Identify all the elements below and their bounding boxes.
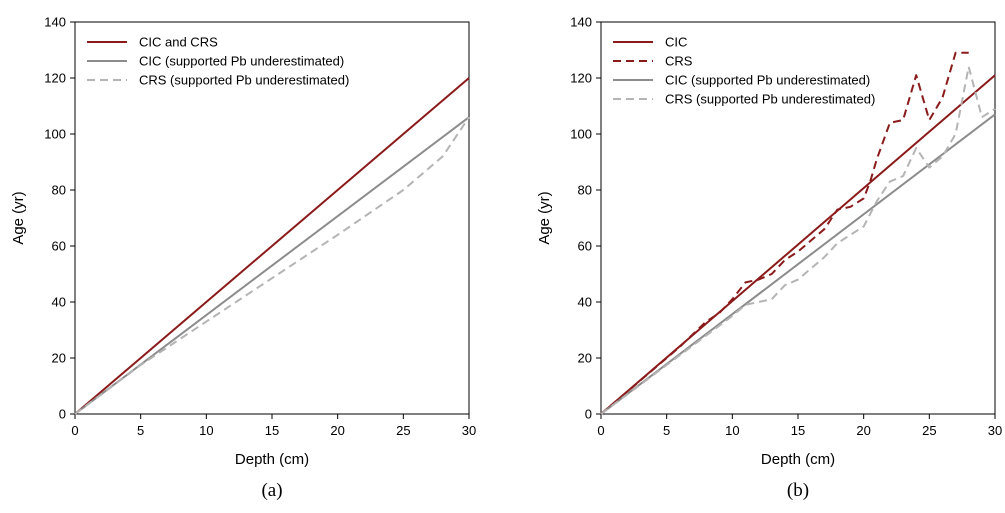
y-tick-label: 80 bbox=[52, 183, 66, 198]
series-line-0 bbox=[600, 74, 996, 415]
x-tick-label: 15 bbox=[791, 423, 805, 438]
y-tick-label: 80 bbox=[578, 183, 592, 198]
x-tick-label: 25 bbox=[922, 423, 936, 438]
y-tick-label: 100 bbox=[44, 127, 66, 142]
x-tick-label: 30 bbox=[988, 423, 1002, 438]
x-tick-label: 20 bbox=[330, 423, 344, 438]
panel-caption: (a) bbox=[261, 480, 282, 501]
series-line-1 bbox=[74, 116, 470, 415]
legend-label: CRS (supported Pb underestimated) bbox=[139, 73, 349, 88]
legend-label: CIC bbox=[665, 35, 687, 50]
x-tick-label: 0 bbox=[597, 423, 604, 438]
y-tick-label: 140 bbox=[570, 15, 592, 30]
panel-caption: (b) bbox=[787, 480, 809, 501]
y-tick-label: 20 bbox=[578, 351, 592, 366]
legend-label: CIC (supported Pb underestimated) bbox=[139, 54, 344, 69]
x-axis-title: Depth (cm) bbox=[761, 451, 835, 468]
x-tick-label: 10 bbox=[725, 423, 739, 438]
y-tick-label: 0 bbox=[59, 407, 66, 422]
x-tick-label: 10 bbox=[199, 423, 213, 438]
x-axis-title: Depth (cm) bbox=[235, 451, 309, 468]
series-line-0 bbox=[74, 77, 470, 415]
y-tick-label: 0 bbox=[585, 407, 592, 422]
series-line-2 bbox=[600, 113, 996, 415]
y-tick-label: 120 bbox=[44, 71, 66, 86]
x-tick-label: 5 bbox=[137, 423, 144, 438]
legend-label: CRS bbox=[665, 54, 693, 69]
y-tick-label: 140 bbox=[44, 15, 66, 30]
y-tick-label: 120 bbox=[570, 71, 592, 86]
x-tick-label: 30 bbox=[462, 423, 476, 438]
y-tick-label: 60 bbox=[578, 239, 592, 254]
legend-label: CIC (supported Pb underestimated) bbox=[665, 73, 870, 88]
x-tick-label: 20 bbox=[856, 423, 870, 438]
x-tick-label: 25 bbox=[396, 423, 410, 438]
y-tick-label: 20 bbox=[52, 351, 66, 366]
x-tick-label: 15 bbox=[265, 423, 279, 438]
series-line-3 bbox=[600, 65, 996, 415]
x-tick-label: 0 bbox=[71, 423, 78, 438]
y-tick-label: 60 bbox=[52, 239, 66, 254]
y-axis-title: Age (yr) bbox=[10, 191, 27, 244]
chart-panel-a: 0 5 10 15 20 25 30 0 20 40 60 80 100 120 140 Depth (cm)… bbox=[10, 15, 476, 502]
series-line-2 bbox=[74, 116, 470, 415]
chart-panel-b: 0 5 10 15 20 25 30 0 20 40 60 80 100 120 140 Depth (cm)… bbox=[536, 15, 1002, 502]
y-tick-label: 40 bbox=[578, 295, 592, 310]
legend-label: CRS (supported Pb underestimated) bbox=[665, 92, 875, 107]
series-line-1 bbox=[600, 51, 969, 415]
y-tick-label: 40 bbox=[52, 295, 66, 310]
y-tick-label: 100 bbox=[570, 127, 592, 142]
x-tick-label: 5 bbox=[663, 423, 670, 438]
legend-label: CIC and CRS bbox=[139, 35, 218, 50]
y-axis-title: Age (yr) bbox=[536, 191, 553, 244]
